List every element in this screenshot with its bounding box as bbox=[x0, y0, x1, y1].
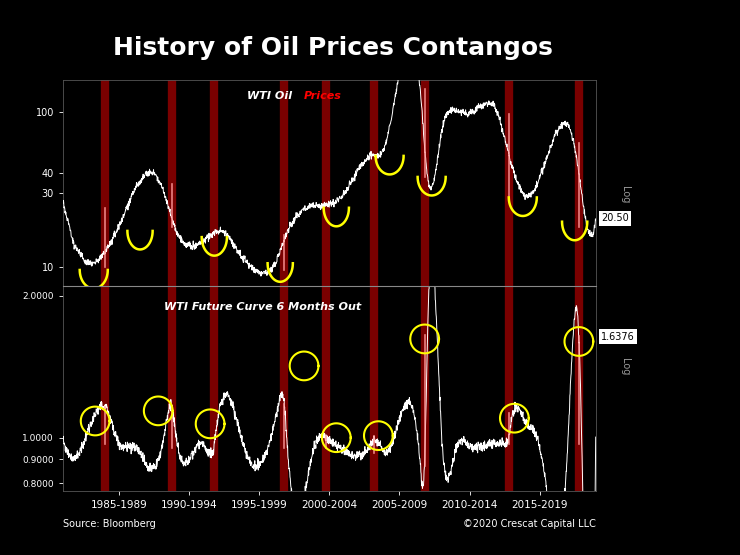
Text: Log: Log bbox=[620, 357, 630, 375]
Text: WTI Oil: WTI Oil bbox=[246, 91, 296, 101]
Text: ©2020 Crescat Capital LLC: ©2020 Crescat Capital LLC bbox=[462, 519, 596, 529]
Text: 20.50: 20.50 bbox=[602, 213, 629, 223]
Text: Prices: Prices bbox=[303, 91, 342, 101]
Text: WTI Future Curve 6 Months Out: WTI Future Curve 6 Months Out bbox=[164, 302, 361, 312]
Text: Log: Log bbox=[620, 185, 630, 203]
Text: Source: Bloomberg: Source: Bloomberg bbox=[63, 519, 155, 529]
Text: 1.6376: 1.6376 bbox=[602, 332, 635, 342]
Text: History of Oil Prices Contangos: History of Oil Prices Contangos bbox=[113, 36, 553, 60]
